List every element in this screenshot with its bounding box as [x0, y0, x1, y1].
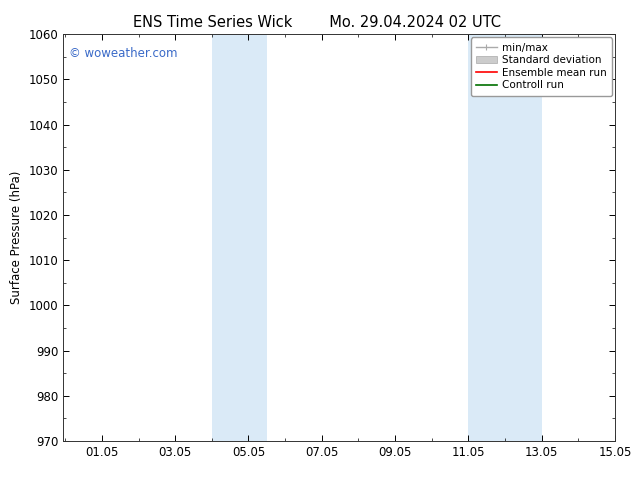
Legend: min/max, Standard deviation, Ensemble mean run, Controll run: min/max, Standard deviation, Ensemble me…	[470, 37, 612, 96]
Bar	[469, 34, 541, 441]
Y-axis label: Surface Pressure (hPa): Surface Pressure (hPa)	[10, 171, 23, 304]
Bar	[212, 34, 267, 441]
Text: © woweather.com: © woweather.com	[69, 47, 178, 59]
Text: ENS Time Series Wick        Mo. 29.04.2024 02 UTC: ENS Time Series Wick Mo. 29.04.2024 02 U…	[133, 15, 501, 30]
